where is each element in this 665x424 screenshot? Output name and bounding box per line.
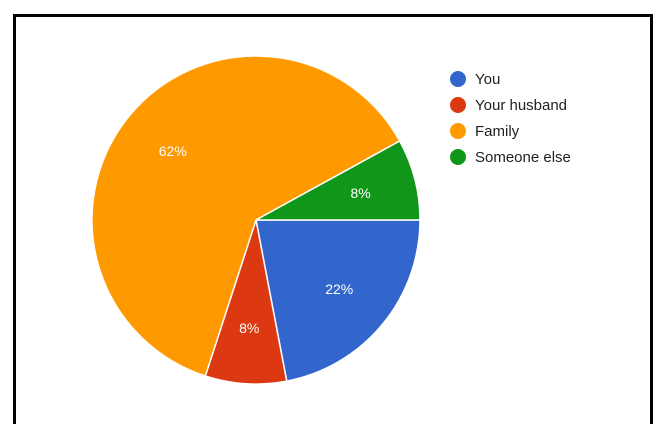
- slice-label-your-husband: 8%: [239, 320, 259, 336]
- legend-label-your-husband: Your husband: [475, 97, 567, 114]
- legend-swatch-someone-else: [450, 149, 466, 165]
- pie-slice-someone-else: [255, 139, 421, 221]
- pie-slice-family: [91, 55, 401, 377]
- legend-item-you: You: [450, 71, 500, 88]
- legend-swatch-you: [450, 71, 466, 87]
- slice-label-someone-else: 8%: [350, 185, 370, 201]
- legend-swatch-family: [450, 123, 466, 139]
- slice-label-family: 62%: [159, 143, 187, 159]
- pie-slices: [91, 55, 421, 385]
- slice-label-you: 22%: [325, 281, 353, 297]
- legend-item-family: Family: [450, 123, 520, 140]
- legend-label-someone-else: Someone else: [475, 149, 571, 166]
- legend-item-someone-else: Someone else: [450, 149, 571, 166]
- legend: You Your husband Family Someone else: [450, 71, 571, 166]
- legend-swatch-your-husband: [450, 97, 466, 113]
- pie-slice-labels: 22% 8% 62% 8%: [159, 143, 371, 336]
- legend-label-family: Family: [475, 123, 520, 140]
- legend-label-you: You: [475, 71, 500, 88]
- legend-item-your-husband: Your husband: [450, 97, 567, 114]
- pie-slice-you: [255, 219, 421, 382]
